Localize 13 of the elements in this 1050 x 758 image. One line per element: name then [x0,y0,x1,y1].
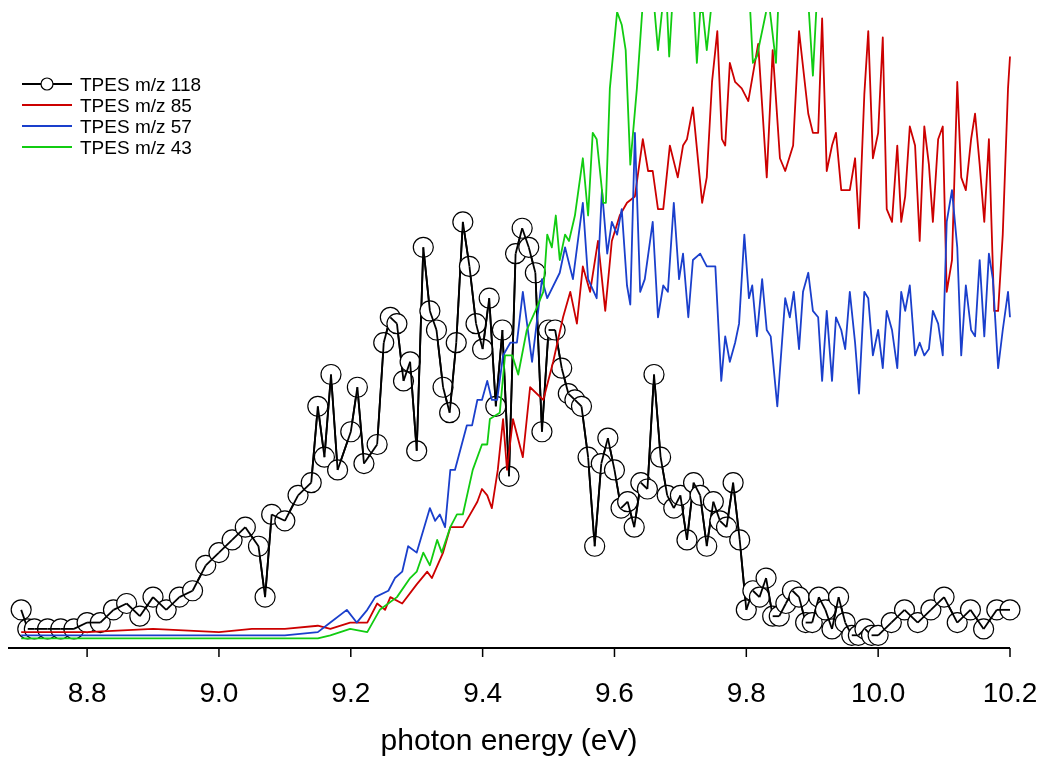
x-tick-label: 9.6 [595,677,634,708]
x-tick-label: 9.0 [199,677,239,708]
x-tick-label: 9.8 [726,677,766,708]
x-tick-label: 9.2 [331,677,371,708]
legend-label: TPES m/z 85 [80,95,192,116]
x-tick-label: 10.2 [982,677,1038,708]
x-tick-label: 10.0 [850,677,906,708]
legend-label: TPES m/z 57 [80,116,192,137]
x-tick-label: 8.8 [67,677,107,708]
x-axis-title: photon energy (eV) [380,723,638,756]
legend-label: TPES m/z 43 [80,137,192,158]
legend-label: TPES m/z 118 [80,74,202,95]
x-tick-label: 9.4 [463,677,503,708]
